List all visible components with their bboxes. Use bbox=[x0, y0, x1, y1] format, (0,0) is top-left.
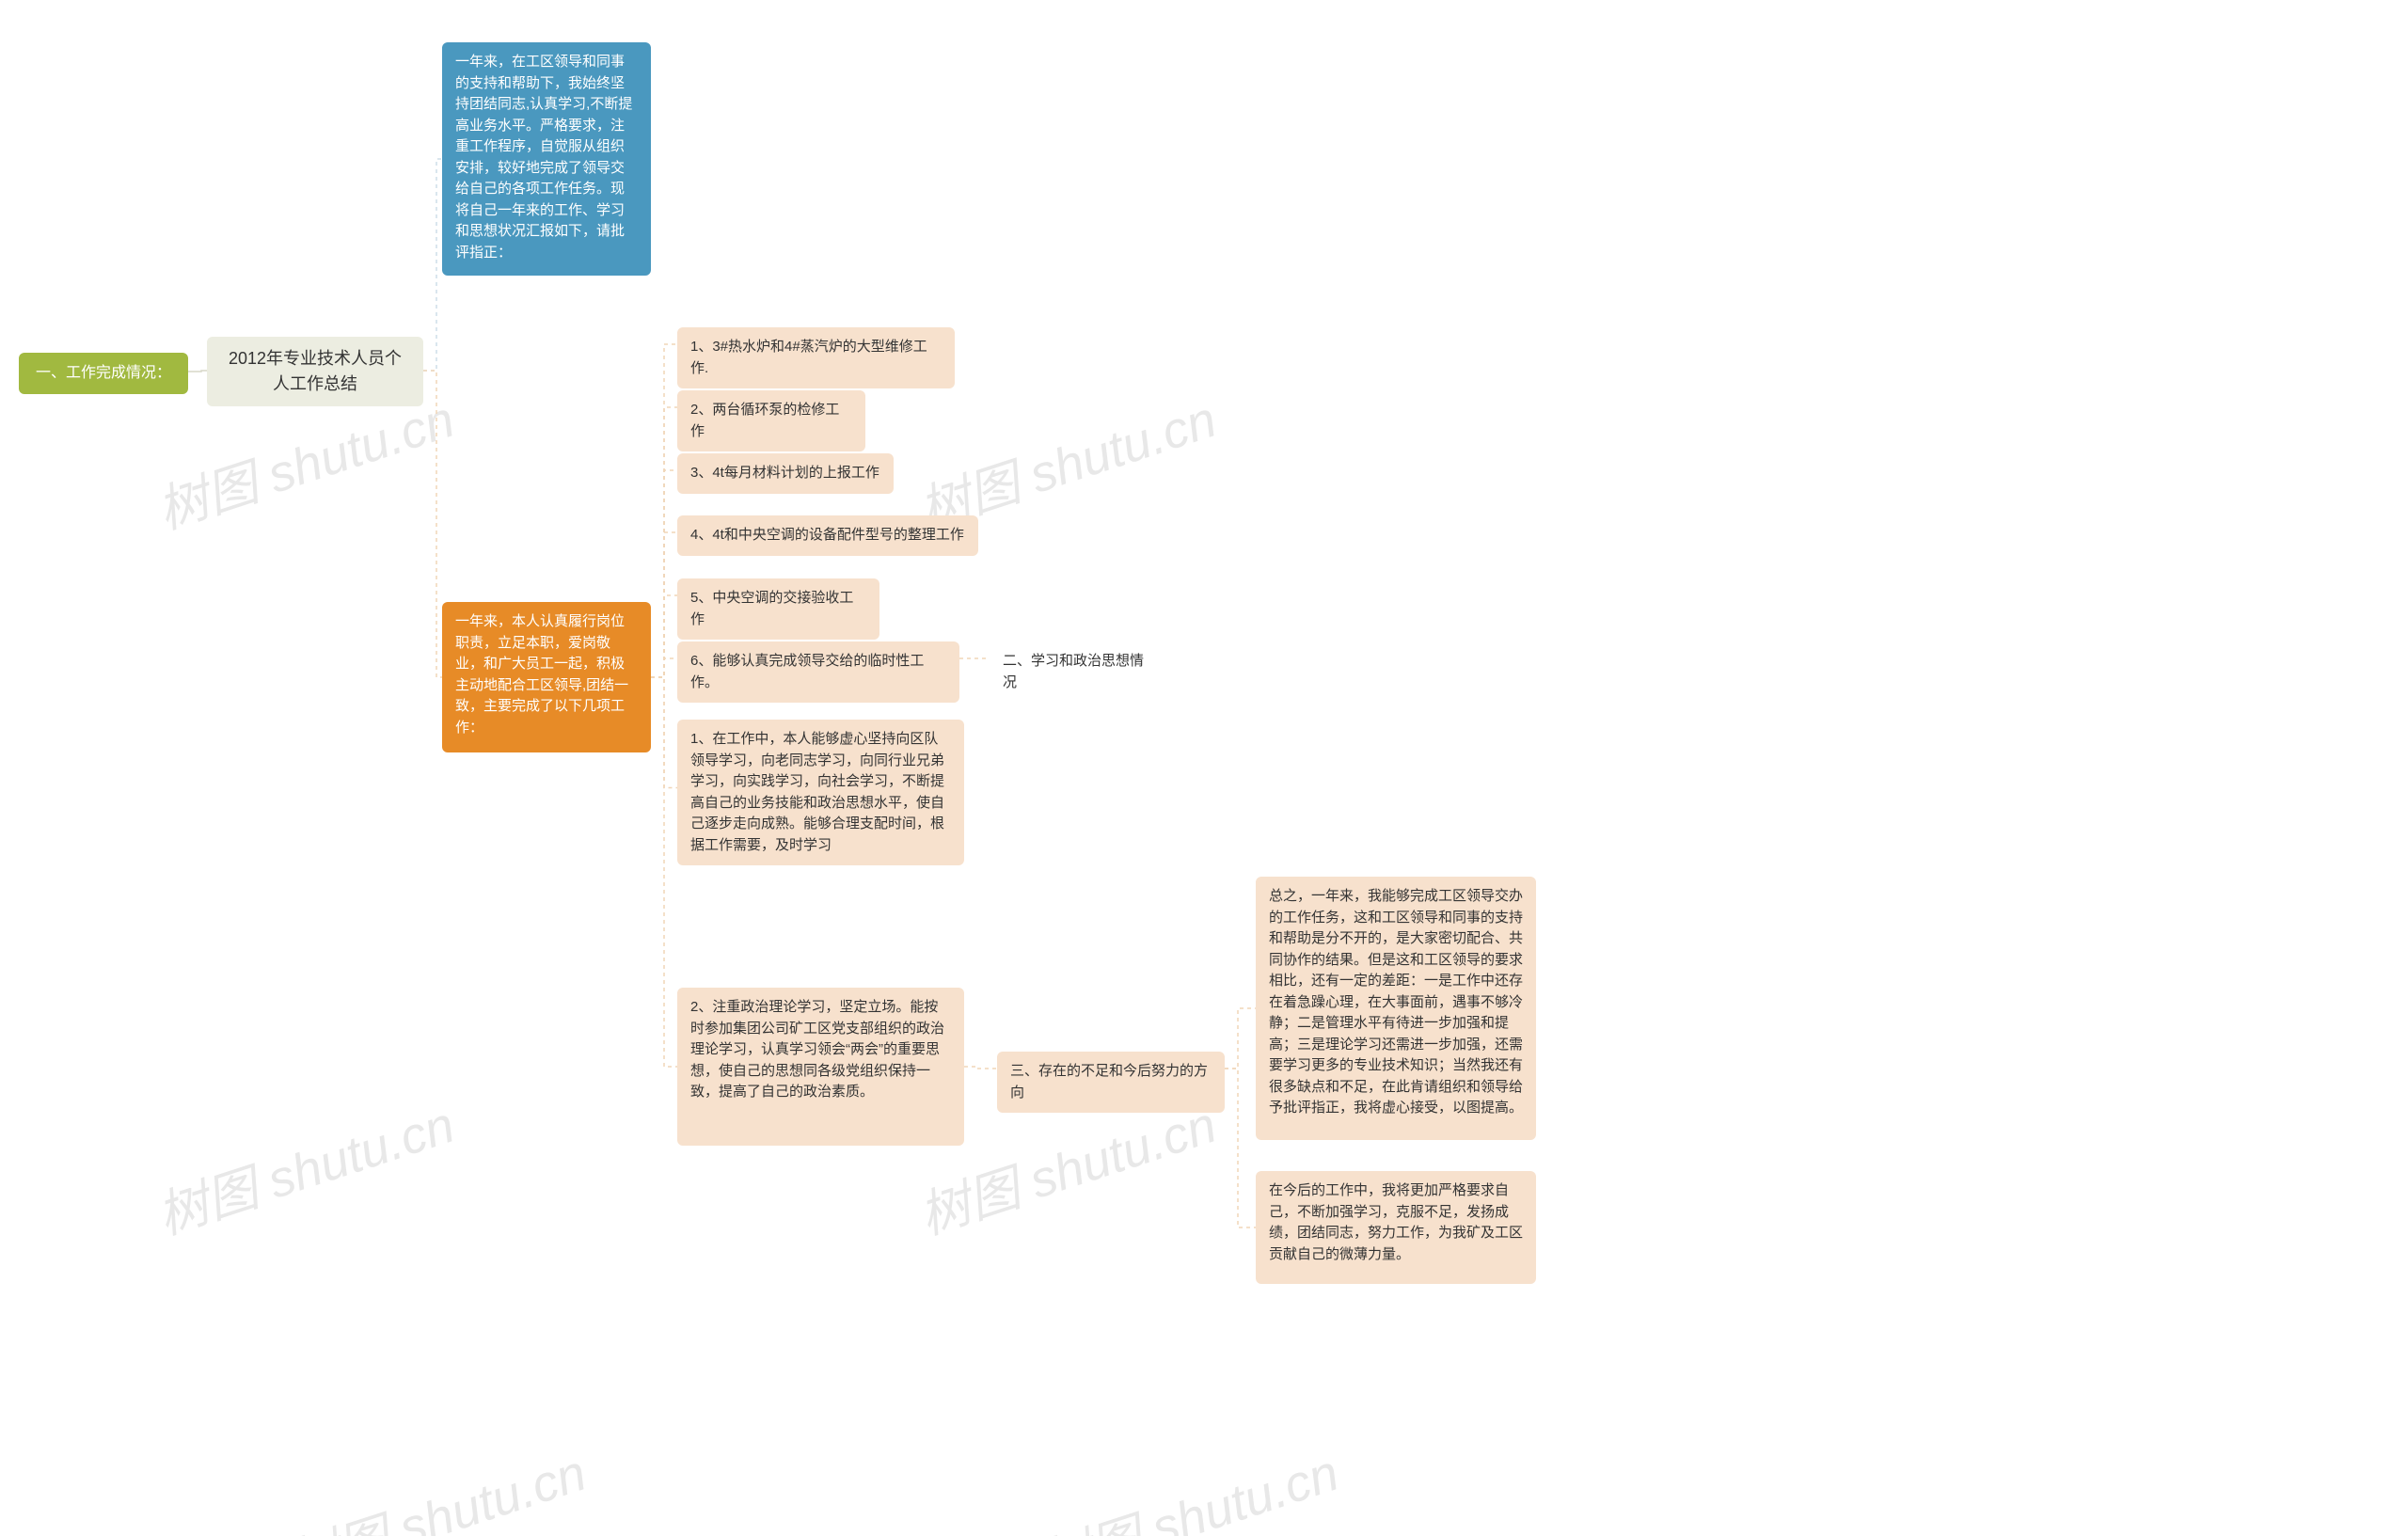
edge-n_section3-to-n_sum1 bbox=[1225, 1008, 1256, 1069]
edge-n_orange-to-n_p7 bbox=[651, 677, 677, 788]
edge-n_section3-to-n_sum2 bbox=[1225, 1069, 1256, 1227]
edge-n_orange-to-n_p3 bbox=[651, 470, 677, 677]
edge-n_orange-to-n_p6 bbox=[651, 658, 677, 677]
edge-n_root-to-n_orange bbox=[423, 371, 442, 677]
edge-n_left_tag-to-n_root bbox=[188, 371, 207, 372]
mindmap-node-n_sum2[interactable]: 在今后的工作中，我将更加严格要求自己，不断加强学习，克服不足，发扬成绩，团结同志… bbox=[1256, 1171, 1536, 1284]
edge-n_root-to-n_blue bbox=[423, 159, 442, 371]
edge-n_orange-to-n_p8 bbox=[651, 677, 677, 1067]
mindmap-node-n_p6[interactable]: 6、能够认真完成领导交给的临时性工作。 bbox=[677, 641, 959, 703]
mindmap-node-n_blue[interactable]: 一年来，在工区领导和同事的支持和帮助下，我始终坚持团结同志,认真学习,不断提高业… bbox=[442, 42, 651, 276]
mindmap-node-n_orange[interactable]: 一年来，本人认真履行岗位职责，立足本职，爱岗敬业，和广大员工一起，积极主动地配合… bbox=[442, 602, 651, 752]
mindmap-node-n_p4[interactable]: 4、4t和中央空调的设备配件型号的整理工作 bbox=[677, 515, 978, 556]
connector-layer bbox=[0, 0, 2408, 1536]
edge-n_orange-to-n_p2 bbox=[651, 407, 677, 677]
mindmap-node-n_left_tag[interactable]: 一、工作完成情况： bbox=[19, 353, 188, 394]
mindmap-node-n_root[interactable]: 2012年专业技术人员个人工作总结 bbox=[207, 337, 423, 406]
edge-n_orange-to-n_p5 bbox=[651, 595, 677, 677]
edge-n_orange-to-n_p4 bbox=[651, 532, 677, 677]
mindmap-node-n_p2[interactable]: 2、两台循环泵的检修工作 bbox=[677, 390, 865, 451]
mindmap-node-n_study_tag[interactable]: 二、学习和政治思想情况 bbox=[990, 641, 1164, 703]
watermark: 树图 shutu.cn bbox=[147, 1083, 463, 1248]
watermark: 树图 shutu.cn bbox=[278, 1431, 594, 1536]
mindmap-node-n_p7[interactable]: 1、在工作中，本人能够虚心坚持向区队领导学习，向老同志学习，向同行业兄弟学习，向… bbox=[677, 720, 964, 865]
mindmap-node-n_p3[interactable]: 3、4t每月材料计划的上报工作 bbox=[677, 453, 894, 494]
edge-n_p8-to-n_section3 bbox=[964, 1067, 997, 1069]
edge-n_orange-to-n_p1 bbox=[651, 344, 677, 677]
mindmap-node-n_p5[interactable]: 5、中央空调的交接验收工作 bbox=[677, 578, 879, 640]
mindmap-node-n_section3[interactable]: 三、存在的不足和今后努力的方向 bbox=[997, 1052, 1225, 1113]
watermark: 树图 shutu.cn bbox=[1031, 1431, 1347, 1536]
mindmap-node-n_p1[interactable]: 1、3#热水炉和4#蒸汽炉的大型维修工作. bbox=[677, 327, 955, 388]
mindmap-node-n_p8[interactable]: 2、注重政治理论学习，坚定立场。能按时参加集团公司矿工区党支部组织的政治理论学习… bbox=[677, 988, 964, 1146]
mindmap-node-n_sum1[interactable]: 总之，一年来，我能够完成工区领导交办的工作任务，这和工区领导和同事的支持和帮助是… bbox=[1256, 877, 1536, 1140]
